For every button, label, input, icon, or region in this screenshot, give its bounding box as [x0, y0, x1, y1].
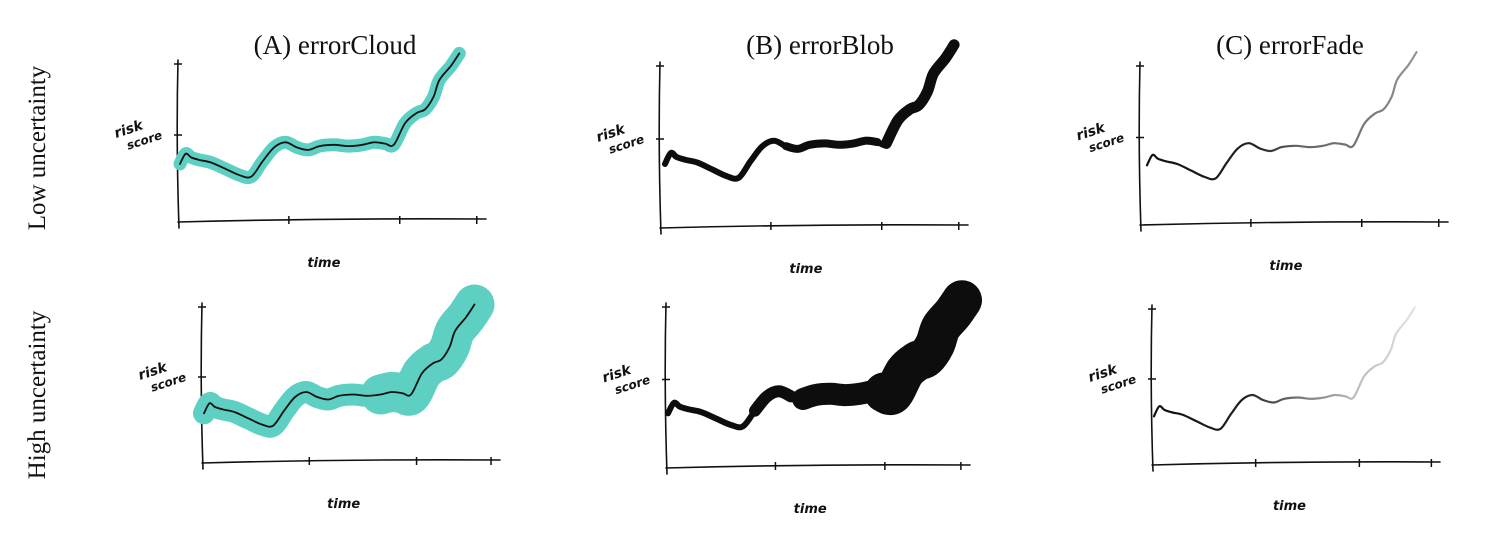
y-axis	[176, 59, 180, 229]
panel-cloud-low: riskscore time	[112, 46, 487, 271]
trend-line	[203, 303, 476, 428]
error-fade-line	[1152, 306, 1416, 431]
x-axis-label: time	[307, 256, 340, 271]
x-axis-label: time	[789, 262, 822, 277]
panel-fade-low: riskscore time	[1074, 51, 1449, 274]
y-axis-label: riskscore	[600, 357, 652, 399]
x-axis	[177, 218, 487, 223]
error-blob-band	[792, 380, 883, 410]
y-axis	[664, 302, 668, 475]
panel-blob-high: riskscore time	[600, 280, 982, 517]
x-axis-label: time	[1269, 259, 1302, 274]
error-cloud-band-wide	[360, 284, 495, 416]
y-axis	[200, 302, 204, 470]
panel-fade-high: riskscore time	[1086, 304, 1441, 514]
y-axis-label: riskscore	[136, 355, 188, 397]
x-axis-label: time	[794, 502, 827, 517]
column-title-error-blob: (B) errorBlob	[746, 30, 894, 60]
x-axis-label: time	[1273, 499, 1306, 514]
y-axis-label: riskscore	[1074, 115, 1126, 157]
y-axis-label: riskscore	[1086, 357, 1138, 399]
error-blob-band	[864, 280, 982, 416]
y-axis-label: riskscore	[594, 117, 646, 159]
y-axis	[658, 61, 662, 235]
panel-cloud-high: riskscore time	[136, 284, 501, 512]
error-blob-band	[749, 385, 797, 417]
error-blob-band	[782, 136, 882, 153]
x-axis	[1151, 461, 1441, 466]
y-axis	[1150, 304, 1154, 472]
x-axis	[665, 464, 971, 469]
trend-line	[179, 52, 461, 179]
x-axis-label: time	[327, 497, 360, 512]
error-cloud-band	[173, 46, 466, 185]
error-fade-line	[1145, 51, 1418, 181]
y-axis-label: riskscore	[112, 113, 164, 155]
x-axis	[659, 224, 969, 229]
x-axis	[1139, 221, 1449, 226]
y-axis	[1138, 61, 1142, 232]
x-axis	[201, 459, 501, 464]
error-blob-band	[880, 39, 960, 149]
column-title-error-cloud: (A) errorCloud	[253, 30, 417, 60]
panel-blob-low: riskscore time	[594, 39, 969, 277]
column-title-error-fade: (C) errorFade	[1216, 30, 1364, 60]
